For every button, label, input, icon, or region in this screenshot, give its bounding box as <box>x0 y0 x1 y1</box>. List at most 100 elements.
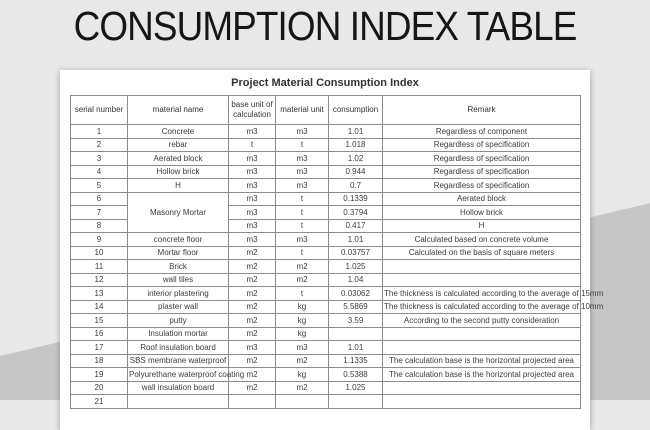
cell-material-name: wall tiles <box>127 272 229 287</box>
cell-material-unit: t <box>275 286 329 301</box>
cell-material-unit: kg <box>275 299 329 314</box>
cell-consumption <box>328 326 383 341</box>
cell-serial-number: 9 <box>70 232 128 247</box>
cell-remark: The thickness is calculated according to… <box>382 286 603 301</box>
cell-material-name: Insulation mortar <box>127 326 229 341</box>
table-row: 6 Masonry Mortar m3 t 0.1339 Aerated block <box>70 191 581 233</box>
cell-material-unit: m2 <box>275 380 329 395</box>
cell-serial-number: 2 <box>70 137 128 152</box>
cell-consumption: 1.025 <box>328 259 383 274</box>
cell-material-name: Aerated block <box>127 151 229 166</box>
table-row: 19 Polyurethane waterproof coating m2 kg 0.5… <box>70 367 581 382</box>
cell-material-unit: m3 <box>275 151 329 166</box>
cell-material-unit: t <box>275 137 329 152</box>
cell-material-unit: kg <box>275 313 329 328</box>
cell-remark: The calculation base is the horizontal p… <box>382 353 581 368</box>
cell-material-unit: m3 <box>275 178 329 193</box>
cell-material-name: Mortar floor <box>127 245 229 260</box>
cell-consumption: 0.5388 <box>328 367 383 382</box>
cell-base-unit: m2 <box>228 259 276 274</box>
cell-serial-number: 6 <box>70 191 128 206</box>
cell-consumption: 0.03062 <box>328 286 383 301</box>
table-row: 10 Mortar floor m2 t 0.03757 Calculated on th… <box>70 245 581 260</box>
cell-consumption: 1.01 <box>328 232 383 247</box>
table-title: Project Material Consumption Index <box>231 77 419 89</box>
cell-material-name: plaster wall <box>127 299 229 314</box>
table-row: 16 Insulation mortar m2 kg <box>70 326 581 341</box>
cell-serial-number: 16 <box>70 326 128 341</box>
table-row: 3 Aerated block m3 m3 1.02 Regardless of spec… <box>70 151 581 166</box>
table-row: 17 Roof insulation board m3 m3 1.01 <box>70 340 581 355</box>
cell-material-name: Hollow brick <box>127 164 229 179</box>
cell-serial-number: 19 <box>70 367 128 382</box>
column-header-serial-number: serial number <box>70 95 128 125</box>
cell-material-unit: m3 <box>275 340 329 355</box>
table-row: 13 interior plastering m2 t 0.03062 The thick… <box>70 286 603 301</box>
cell-serial-number: 10 <box>70 245 128 260</box>
cell-serial-number: 7 <box>70 205 128 220</box>
cell-remark: Regardless of specification <box>382 137 581 152</box>
cell-consumption: 5.5869 <box>328 299 383 314</box>
cell-consumption: 1.025 <box>328 380 383 395</box>
cell-consumption: 0.944 <box>328 164 383 179</box>
consumption-index-table: serial number material name base unit of… <box>70 95 603 409</box>
cell-remark: Regardless of component <box>382 124 581 139</box>
cell-material-unit: kg <box>275 326 329 341</box>
cell-base-unit: t <box>228 137 276 152</box>
cell-material-name: interior plastering <box>127 286 229 301</box>
cell-material-name: rebar <box>127 137 229 152</box>
cell-base-unit: m3 <box>228 340 276 355</box>
cell-remark: Aerated block <box>382 191 581 206</box>
cell-remark <box>382 259 581 274</box>
cell-remark: Hollow brick <box>382 205 581 220</box>
cell-remark <box>382 340 581 355</box>
cell-serial-number: 20 <box>70 380 128 395</box>
cell-remark: H <box>382 218 581 233</box>
cell-consumption: 3.59 <box>328 313 383 328</box>
cell-base-unit: m3 <box>228 191 276 206</box>
cell-material-unit <box>275 394 329 409</box>
cell-remark <box>382 272 581 287</box>
cell-base-unit: m2 <box>228 367 276 382</box>
cell-remark: The thickness is calculated according to… <box>382 299 603 314</box>
cell-serial-number: 21 <box>70 394 128 409</box>
cell-base-unit: m2 <box>228 272 276 287</box>
cell-serial-number: 5 <box>70 178 128 193</box>
cell-material-name: Brick <box>127 259 229 274</box>
cell-base-unit: m2 <box>228 313 276 328</box>
cell-base-unit: m3 <box>228 178 276 193</box>
cell-remark <box>382 380 581 395</box>
cell-base-unit: m3 <box>228 218 276 233</box>
cell-remark: According to the second putty considerat… <box>382 313 581 328</box>
cell-material-unit: m3 <box>275 124 329 139</box>
cell-material-unit: t <box>275 245 329 260</box>
cell-serial-number: 11 <box>70 259 128 274</box>
table-row: 1 Concrete m3 m3 1.01 Regardless of component <box>70 124 581 139</box>
table-row: 20 wall insulation board m2 m2 1.025 <box>70 380 581 395</box>
cell-serial-number: 4 <box>70 164 128 179</box>
cell-consumption: 1.04 <box>328 272 383 287</box>
cell-base-unit <box>228 394 276 409</box>
cell-material-name: wall insulation board <box>127 380 229 395</box>
cell-consumption: 0.7 <box>328 178 383 193</box>
cell-remark <box>382 326 581 341</box>
cell-serial-number: 3 <box>70 151 128 166</box>
cell-consumption <box>328 394 383 409</box>
cell-serial-number: 17 <box>70 340 128 355</box>
cell-serial-number: 8 <box>70 218 128 233</box>
cell-remark: Calculated on the basis of square meters <box>382 245 581 260</box>
cell-base-unit: m3 <box>228 124 276 139</box>
cell-material-unit: t <box>275 205 329 220</box>
cell-base-unit: m2 <box>228 326 276 341</box>
table-row: 2 rebar t t 1.018 Regardless of specification <box>70 137 581 152</box>
cell-base-unit: m2 <box>228 286 276 301</box>
cell-consumption: 1.01 <box>328 340 383 355</box>
cell-material-unit: m2 <box>275 259 329 274</box>
cell-base-unit: m3 <box>228 232 276 247</box>
cell-material-name: concrete floor <box>127 232 229 247</box>
cell-material-unit: kg <box>275 367 329 382</box>
cell-consumption: 1.1335 <box>328 353 383 368</box>
cell-consumption: 1.02 <box>328 151 383 166</box>
cell-consumption: 1.018 <box>328 137 383 152</box>
cell-base-unit: m2 <box>228 353 276 368</box>
